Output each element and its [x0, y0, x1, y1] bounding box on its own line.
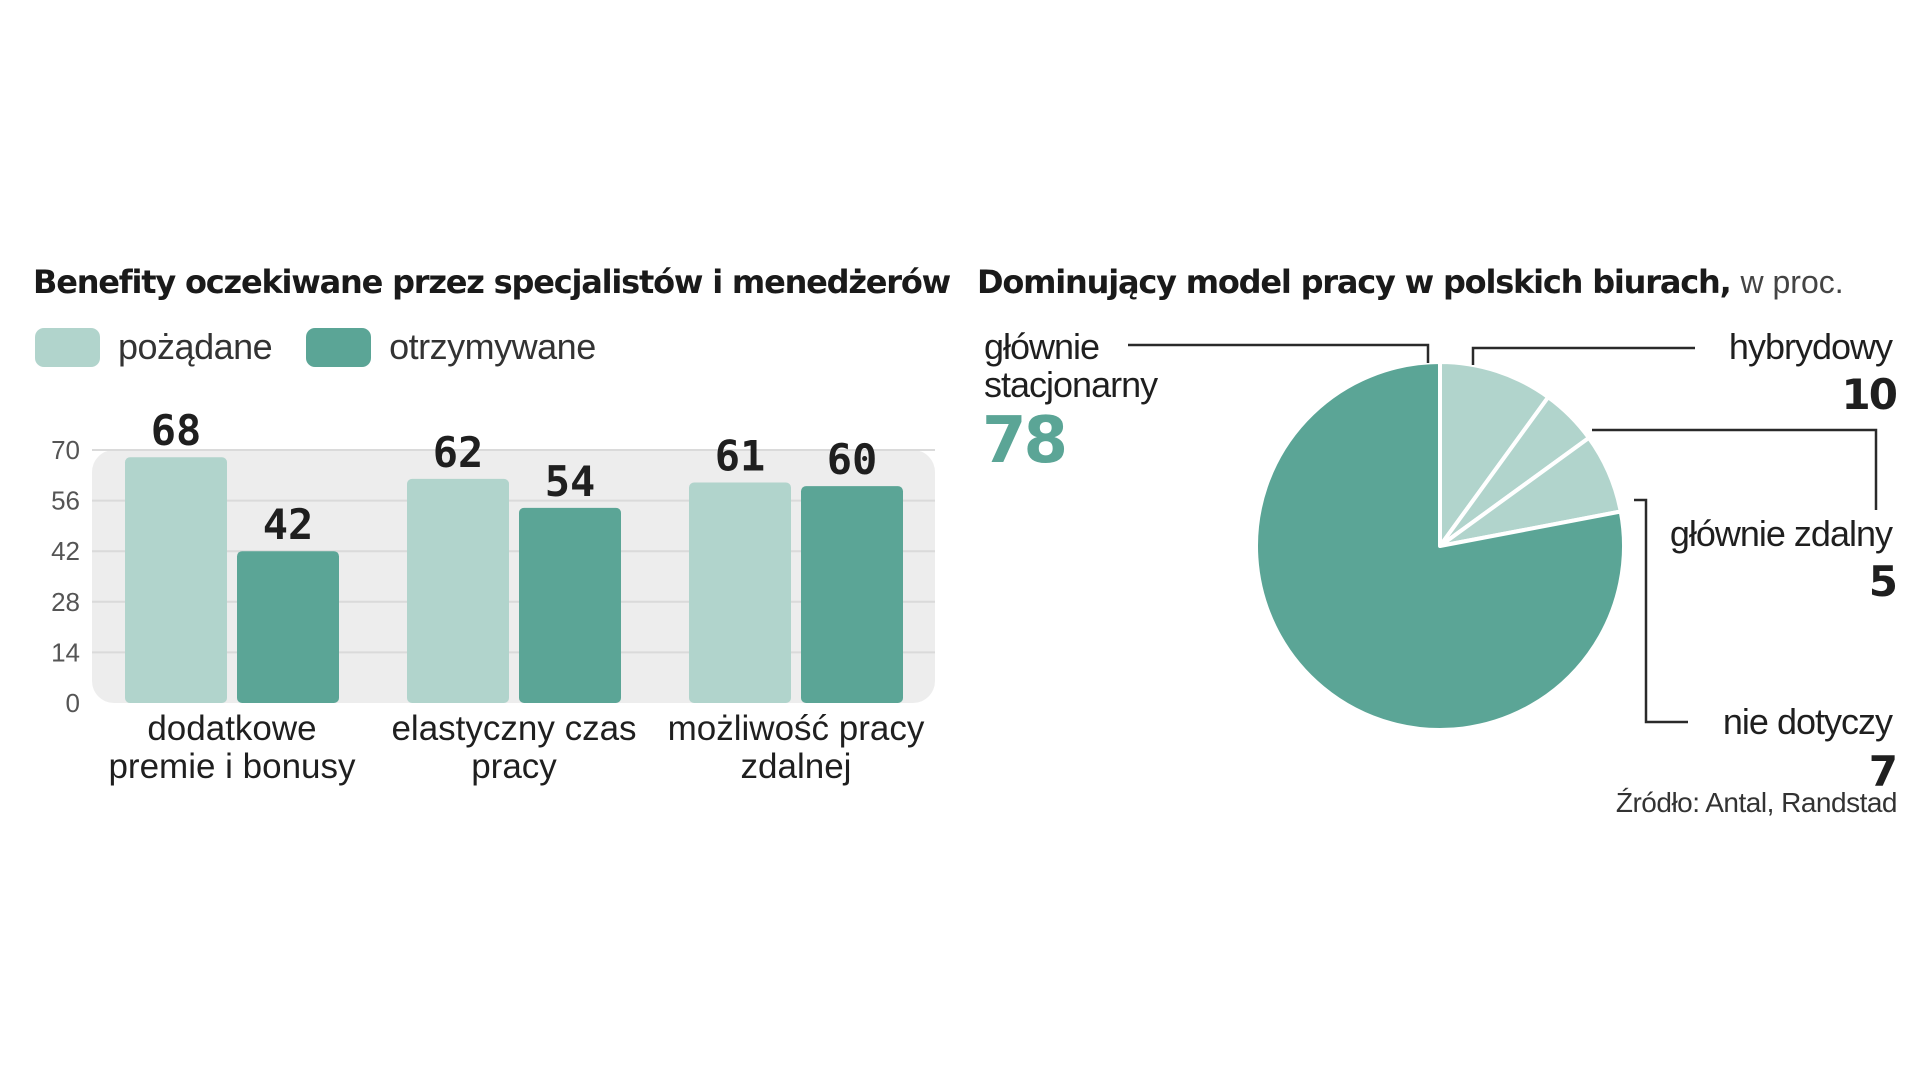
bar: [237, 551, 339, 703]
x-category-label: elastyczny czas: [391, 709, 636, 748]
bar-chart-legend: pożądane otrzymywane: [35, 326, 630, 368]
x-category-label: dodatkowe: [147, 709, 316, 748]
source-note: Źródło: Antal, Randstad: [1615, 787, 1898, 818]
bar-value-label: 62: [433, 428, 484, 477]
bar: [125, 457, 227, 703]
legend-label-received: otrzymywane: [389, 326, 596, 367]
x-category-label: premie i bonusy: [108, 747, 356, 786]
x-category-label: możliwość pracy: [668, 709, 925, 748]
pie-value-label: 5: [1869, 557, 1896, 606]
bar: [689, 482, 791, 703]
bar: [801, 486, 903, 703]
y-tick-label: 28: [51, 587, 80, 617]
legend-item-desired: pożądane: [35, 326, 273, 368]
bar-value-label: 68: [151, 406, 202, 455]
pie-value-label: 10: [1842, 370, 1897, 419]
y-tick-label: 14: [51, 637, 80, 667]
bar: [519, 507, 621, 703]
legend-swatch-received: [306, 327, 372, 367]
y-tick-label: 0: [66, 688, 80, 718]
bar-value-label: 54: [545, 457, 596, 506]
y-tick-label: 56: [51, 486, 80, 516]
pie-label: nie dotyczy: [1723, 701, 1893, 742]
bar: [407, 478, 509, 703]
bar-chart-title: Benefity oczekiwane przez specjalistów i…: [33, 263, 951, 301]
leader-line: [1592, 428, 1878, 510]
bar-value-label: 42: [263, 500, 314, 549]
bar-value-label: 60: [827, 435, 878, 484]
pie-chart-title: Dominujący model pracy w polskich biurac…: [977, 263, 1844, 301]
pie-slice: [1254, 360, 1626, 732]
legend-item-received: otrzymywane: [306, 326, 596, 368]
leader-line: [1471, 346, 1695, 365]
pie-label: stacjonarny: [984, 364, 1158, 405]
x-category-label: pracy: [471, 747, 557, 786]
pie-value-label: 7: [1869, 747, 1896, 796]
pie-slice: [1438, 360, 1551, 548]
pie-value-label: 78: [982, 404, 1065, 478]
pie-label: głównie zdalny: [1670, 513, 1893, 554]
legend-swatch-desired: [35, 327, 100, 367]
pie-label: hybrydowy: [1729, 326, 1893, 367]
leader-line: [1634, 498, 1688, 724]
leader-line: [1128, 343, 1430, 363]
legend-label-desired: pożądane: [118, 326, 273, 367]
x-category-label: zdalnej: [741, 747, 852, 786]
pie-chart-unit: w proc.: [1740, 264, 1844, 300]
pie-label: głównie: [984, 326, 1099, 367]
y-tick-label: 70: [51, 435, 80, 465]
pie-chart-title-text: Dominujący model pracy w polskich biurac…: [977, 263, 1732, 301]
y-tick-label: 42: [51, 536, 80, 566]
bar-value-label: 61: [715, 432, 766, 481]
